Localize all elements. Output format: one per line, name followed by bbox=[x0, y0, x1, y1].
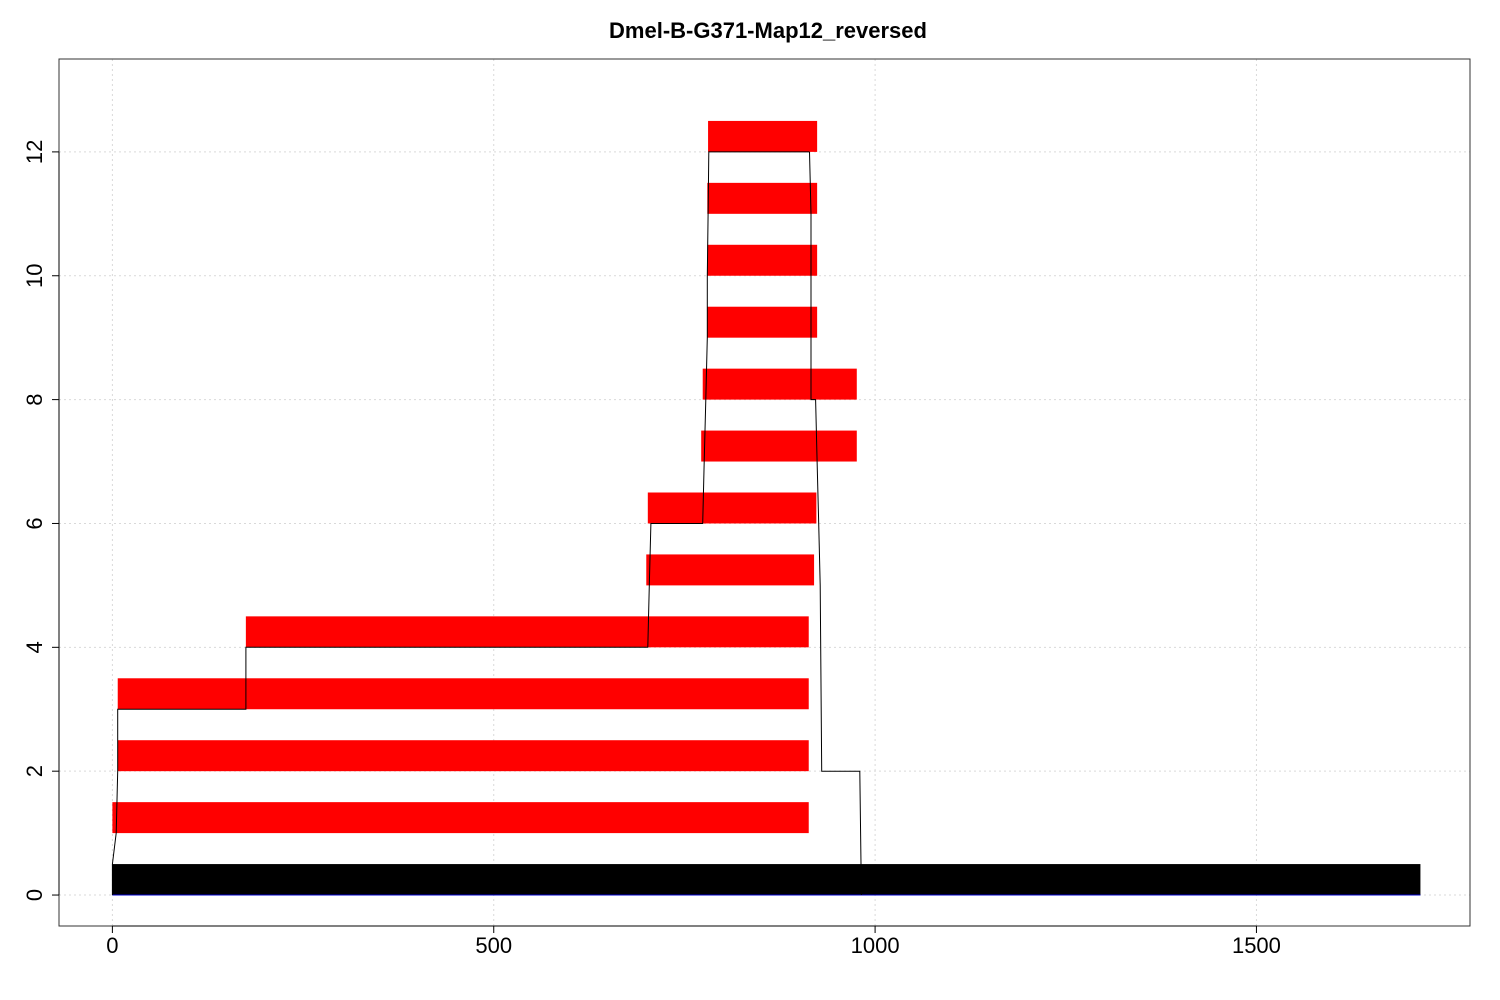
segment-bar bbox=[117, 678, 809, 710]
segment-bar bbox=[702, 368, 857, 400]
segment-bar bbox=[707, 182, 818, 214]
segment-bar bbox=[701, 430, 857, 462]
x-tick-label: 1500 bbox=[1232, 933, 1281, 958]
segment-bar bbox=[646, 554, 815, 586]
y-tick-label: 2 bbox=[22, 765, 47, 777]
x-tick-label: 1000 bbox=[851, 933, 900, 958]
y-tick-label: 12 bbox=[22, 140, 47, 164]
segment-bar bbox=[707, 306, 818, 338]
segment-bar bbox=[647, 492, 817, 524]
step-line-right bbox=[809, 151, 862, 896]
y-tick-label: 8 bbox=[22, 393, 47, 405]
y-tick-label: 10 bbox=[22, 264, 47, 288]
segment-bar bbox=[112, 802, 809, 834]
x-tick-label: 500 bbox=[475, 933, 512, 958]
y-tick-label: 4 bbox=[22, 641, 47, 653]
step-line-left bbox=[111, 151, 810, 895]
step-lines bbox=[111, 151, 862, 896]
reference-bar bbox=[112, 864, 1421, 896]
segment-bars bbox=[112, 120, 1421, 896]
y-tick-label: 0 bbox=[22, 889, 47, 901]
segment-bar bbox=[708, 120, 818, 152]
x-axis: 0 500 1000 1500 bbox=[106, 925, 1281, 958]
segment-bar bbox=[245, 616, 809, 648]
y-axis: 0 2 4 6 8 10 12 bbox=[22, 140, 60, 901]
segment-bar bbox=[707, 244, 818, 276]
segment-bar bbox=[117, 740, 809, 772]
y-tick-label: 6 bbox=[22, 517, 47, 529]
chart-title: Dmel-B-G371-Map12_reversed bbox=[609, 18, 927, 43]
x-tick-label: 0 bbox=[106, 933, 118, 958]
